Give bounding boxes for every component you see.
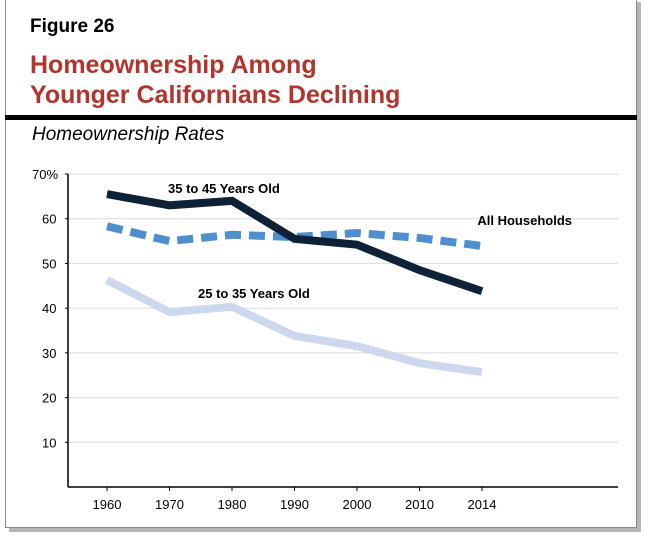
series-line-2	[105, 276, 483, 377]
series-label: 25 to 35 Years Old	[198, 286, 310, 301]
title-line-1: Homeownership Among	[30, 51, 317, 79]
x-tick-label: 1960	[93, 497, 122, 512]
title-rule	[5, 115, 637, 120]
series-line-0	[106, 190, 484, 295]
figure-frame	[5, 0, 637, 528]
figure-label: Figure 26	[30, 16, 115, 37]
chart-subtitle: Homeownership Rates	[32, 124, 225, 145]
x-tick-label: 2000	[343, 497, 372, 512]
series-label: All Households	[477, 213, 572, 228]
y-tick-label: 60	[42, 212, 56, 227]
title-line-2: Younger Californians Declining	[30, 81, 401, 109]
figure-title: Homeownership Among Younger Californians…	[30, 50, 590, 110]
series-line-1	[106, 222, 483, 250]
y-tick-label: 50	[42, 256, 56, 271]
y-tick-label: 30	[42, 346, 56, 361]
y-tick-label: 40	[42, 301, 56, 316]
series-label: 35 to 45 Years Old	[168, 181, 280, 196]
x-tick-label: 1970	[155, 497, 184, 512]
x-tick-label: 2010	[405, 497, 434, 512]
x-tick-label: 1990	[280, 497, 309, 512]
y-tick-label: 20	[42, 391, 56, 406]
x-tick-label: 2014	[468, 497, 497, 512]
y-tick-label: 10	[42, 435, 56, 450]
x-tick-label: 1980	[218, 497, 247, 512]
y-tick-label: 70%	[32, 167, 58, 182]
